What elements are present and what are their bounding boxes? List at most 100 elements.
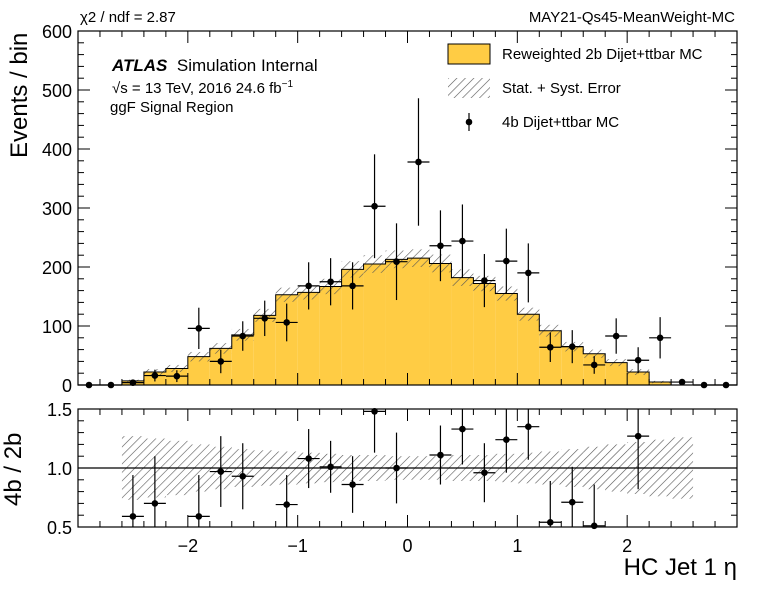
ratio-point: [327, 463, 334, 471]
legend-swatch-fill: [447, 43, 491, 65]
data-point: [327, 278, 334, 286]
ratio-y-tick-label: 1.5: [47, 400, 72, 420]
y-tick-label: 0: [62, 376, 72, 396]
x-axis-label: HC Jet 1 η: [623, 554, 737, 581]
ratio-point: [568, 498, 576, 506]
ratio-point: [590, 522, 598, 530]
x-tick-label: 0: [402, 536, 412, 556]
ratio-point: [371, 408, 378, 415]
hist-outline: [121, 257, 694, 386]
x-tick-label: 2: [622, 536, 632, 556]
data-point: [239, 332, 247, 340]
hist-bar: [231, 334, 254, 385]
y-axis-label-ratio: 4b / 2b: [0, 432, 27, 506]
ratio-point: [546, 518, 554, 526]
ratio-point: [503, 436, 510, 443]
data-point: [217, 358, 225, 365]
ratio-point: [195, 513, 203, 520]
y-tick-label: 200: [42, 258, 72, 278]
data-point: [612, 332, 620, 340]
hist-bar: [429, 263, 452, 385]
x-tick-label: −2: [178, 536, 199, 556]
data-point: [415, 158, 422, 166]
data-point: [393, 258, 400, 265]
hist-bar: [451, 277, 474, 385]
data-point: [546, 343, 554, 351]
hist-bar: [187, 356, 210, 385]
ratio-point: [283, 501, 290, 508]
hist-bar: [363, 264, 386, 385]
data-point: [261, 315, 269, 322]
data-point: [656, 334, 664, 342]
data-point: [634, 356, 642, 364]
hist-bar: [605, 362, 628, 385]
hist-bar: [495, 293, 518, 385]
ratio-y-tick-label: 1.0: [47, 459, 72, 479]
atlas-logo-text: ATLAS: [112, 56, 168, 75]
hist-bar: [649, 382, 672, 385]
ratio-point: [239, 472, 247, 480]
ratio-plot-area: 0.5 1.0 1.5 −2 −1 0 1 2: [47, 400, 738, 556]
ratio-point: [634, 432, 642, 440]
plot-tag: MAY21-Qs45-MeanWeight-MC: [528, 9, 735, 26]
hist-bar: [517, 314, 540, 385]
data-point: [437, 242, 444, 250]
atlas-label: ATLAS Simulation Internal: [112, 56, 318, 76]
data-point: [173, 372, 181, 380]
energy-sup: −1: [281, 79, 294, 90]
hist-bar: [385, 259, 408, 385]
data-point: [371, 202, 378, 210]
ratio-point: [459, 425, 466, 433]
y-tick-label: 600: [42, 22, 72, 42]
data-point: [503, 257, 510, 265]
energy-text: = 13 TeV, 2016 24.6 fb: [127, 80, 282, 97]
ratio-y-tick-label: 0.5: [47, 518, 72, 538]
hist-bar: [627, 372, 650, 385]
ratio-point: [437, 451, 444, 459]
data-point: [129, 379, 137, 386]
legend-markers: [447, 43, 491, 131]
data-point: [195, 325, 203, 332]
legend-marker-point: [465, 118, 473, 126]
data-point: [525, 269, 532, 277]
energy-sqrt: √s: [112, 80, 128, 97]
ratio-point: [525, 423, 532, 431]
ratio-point: [393, 464, 400, 472]
main-plot-area: 0 100 200 300 400 500 600: [42, 22, 738, 396]
data-point: [678, 378, 686, 386]
ratio-point: [217, 468, 225, 475]
ratio-point: [349, 481, 356, 488]
data-point: [459, 237, 466, 245]
hist-bar: [561, 346, 584, 385]
hist-bar: [319, 286, 342, 385]
data-point: [590, 361, 598, 369]
legend-swatch-hatch: [448, 78, 490, 98]
x-tick-label: 1: [512, 536, 522, 556]
x-tick-label: −1: [287, 536, 308, 556]
hist-bar: [341, 269, 364, 385]
atlas-suffix: Simulation Internal: [176, 56, 318, 75]
hist-bar: [407, 258, 430, 385]
hist-bar: [297, 292, 320, 385]
y-tick-label: 400: [42, 140, 72, 160]
legend-entry-4b: 4b Dijet+ttbar MC: [502, 114, 620, 131]
data-point: [568, 343, 576, 350]
ratio-point: [481, 469, 488, 477]
ratio-point: [305, 455, 312, 462]
y-tick-label: 500: [42, 81, 72, 101]
legend-entry-reweighted: Reweighted 2b Dijet+ttbar MC: [502, 46, 703, 63]
energy-label: √s = 13 TeV, 2016 24.6 fb−1: [112, 79, 293, 97]
y-tick-label: 100: [42, 317, 72, 337]
data-point: [481, 277, 488, 284]
y-axis-label-main: Events / bin: [6, 32, 33, 158]
data-point: [151, 372, 159, 379]
data-point: [349, 282, 356, 290]
ratio-point: [129, 513, 137, 520]
chi2-label: χ2 / ndf = 2.87: [80, 9, 176, 26]
legend-entry-error: Stat. + Syst. Error: [502, 80, 621, 97]
ratio-point: [151, 500, 159, 507]
data-point: [283, 319, 290, 326]
hist-bar: [253, 315, 276, 385]
data-point: [305, 282, 312, 290]
